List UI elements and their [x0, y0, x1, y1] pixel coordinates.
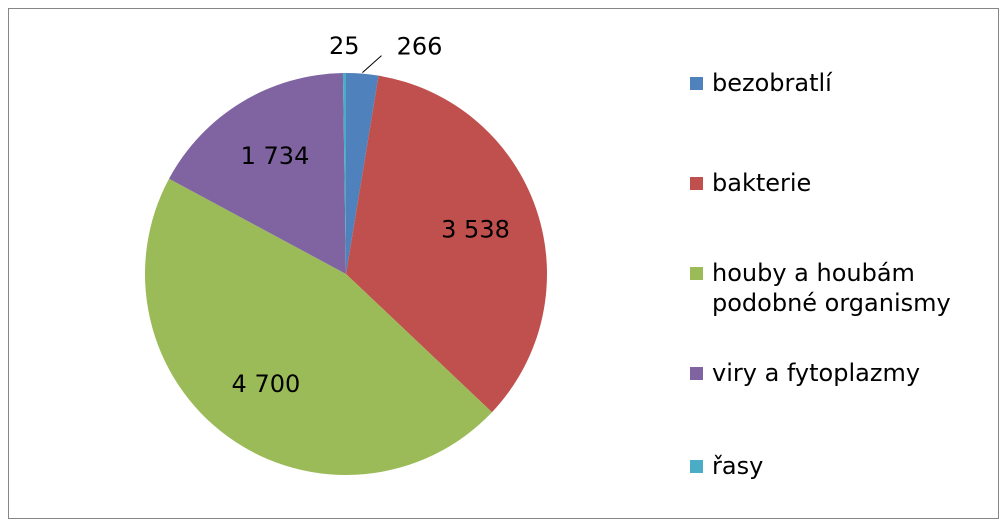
- legend-label: houby a houbám podobné organismy: [712, 259, 951, 317]
- legend-item: řasy: [690, 451, 972, 481]
- pie-slice: [346, 75, 547, 413]
- legend-swatch: [690, 77, 703, 90]
- legend-label: viry a fytoplazmy: [712, 359, 921, 387]
- legend-item: houby a houbám podobné organismy: [690, 258, 972, 318]
- legend-item: viry a fytoplazmy: [690, 358, 972, 388]
- pie-slice: [346, 73, 379, 274]
- data-label: 3 538: [441, 215, 510, 243]
- legend-swatch: [690, 267, 703, 280]
- legend-swatch: [690, 177, 703, 190]
- data-label: 25: [329, 32, 360, 60]
- pie-slice: [169, 73, 346, 274]
- legend-label: řasy: [712, 452, 764, 480]
- legend-label: bezobratlí: [712, 69, 832, 97]
- data-label: 4 700: [232, 370, 301, 398]
- legend-swatch: [690, 460, 703, 473]
- leader-line: [362, 55, 382, 74]
- legend-item: bakterie: [690, 168, 972, 198]
- pie-slice: [144, 178, 492, 476]
- pie-slice: [342, 73, 346, 274]
- data-label: 1 734: [241, 142, 310, 170]
- chart-border: [8, 8, 999, 519]
- legend-swatch: [690, 367, 703, 380]
- legend-item: bezobratlí: [690, 68, 972, 98]
- legend-label: bakterie: [712, 169, 812, 197]
- data-label: 266: [397, 33, 443, 61]
